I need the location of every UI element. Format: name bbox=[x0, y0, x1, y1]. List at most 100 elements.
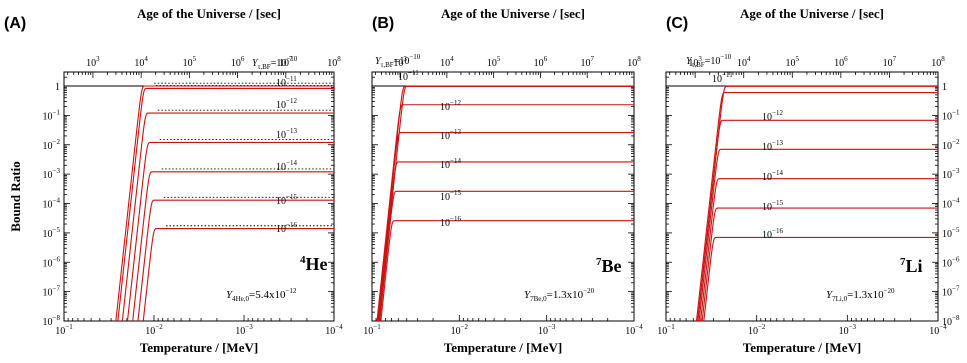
nucleus-label: 4He bbox=[300, 254, 328, 274]
series-label: 10−15 bbox=[762, 199, 783, 213]
x2-tick-label: 104 bbox=[440, 55, 454, 69]
series-line bbox=[697, 119, 938, 321]
series-line bbox=[377, 132, 634, 321]
series-line bbox=[115, 85, 334, 321]
series-label: 10−16 bbox=[276, 221, 297, 235]
x2-tick-label: 107 bbox=[580, 55, 594, 69]
series-line bbox=[142, 228, 334, 321]
x2-tick-label: 107 bbox=[279, 55, 293, 69]
x2-tick-label: 103 bbox=[393, 55, 407, 69]
x-tick-label: 10−3 bbox=[235, 323, 253, 337]
series-label: 10−16 bbox=[762, 227, 783, 241]
panel-letter: (B) bbox=[372, 15, 394, 32]
nucleus-label: 7Be bbox=[596, 256, 622, 276]
series-line bbox=[378, 161, 634, 321]
series-label: Yτ,BF=10−10 bbox=[252, 55, 298, 71]
x2-axis-title: Age of the Universe / [sec] bbox=[441, 6, 585, 21]
y2-tick-label: 10−5 bbox=[942, 226, 960, 240]
y2-tick-label: 10−6 bbox=[942, 255, 960, 269]
series-label: 10−13 bbox=[276, 127, 297, 141]
y-tick-label: 10−2 bbox=[43, 138, 61, 152]
series-label: 10−16 bbox=[440, 215, 461, 229]
series-line bbox=[132, 171, 334, 321]
series-line bbox=[378, 85, 634, 321]
series-label: Yτ,BF=10−10 bbox=[375, 53, 421, 69]
x-axis-title: Temperature / [MeV] bbox=[140, 340, 258, 355]
series-label: 10−15 bbox=[440, 189, 461, 203]
x-axis-title: Temperature / [MeV] bbox=[743, 340, 861, 355]
series-label: 10−11 bbox=[276, 75, 297, 89]
plot-frame bbox=[665, 71, 939, 322]
series-label: 10−14 bbox=[762, 169, 783, 183]
plot-frame bbox=[63, 71, 335, 322]
x2-axis-title: Age of the Universe / [sec] bbox=[137, 6, 281, 21]
series-label: 10−12 bbox=[762, 109, 783, 123]
x2-tick-label: 108 bbox=[627, 55, 641, 69]
x-tick-label: 10−3 bbox=[839, 323, 857, 337]
x-tick-label: 10−4 bbox=[325, 323, 343, 337]
x2-axis-title: Age of the Universe / [sec] bbox=[740, 6, 884, 21]
x-tick-label: 10−3 bbox=[538, 323, 556, 337]
x-tick-label: 10−4 bbox=[625, 323, 643, 337]
abundance-annotation: Y7Be,0=1.3x10−20 bbox=[524, 287, 595, 303]
x2-tick-label: 105 bbox=[487, 55, 501, 69]
x2-tick-label: 103 bbox=[688, 55, 702, 69]
series-line bbox=[701, 207, 938, 321]
plot-area bbox=[666, 85, 938, 321]
y2-tick-label: 10−8 bbox=[942, 314, 960, 328]
x2-tick-label: 108 bbox=[327, 55, 341, 69]
y-tick-label: 10−3 bbox=[43, 167, 61, 181]
y-tick-label: 10−7 bbox=[43, 285, 61, 299]
series-line bbox=[376, 104, 634, 321]
abundance-annotation: Y4He,0=5.4x10−12 bbox=[226, 287, 297, 303]
y-tick-label: 10−5 bbox=[43, 226, 61, 240]
series-line bbox=[126, 141, 334, 321]
y-tick-label: 10−6 bbox=[43, 255, 61, 269]
series-label: 10−12 bbox=[440, 99, 461, 113]
panel-letter: (C) bbox=[666, 15, 688, 32]
series-label: 10−12 bbox=[276, 97, 297, 111]
series-line bbox=[700, 178, 938, 321]
series-label: 10−13 bbox=[440, 128, 461, 142]
series-line bbox=[698, 148, 938, 321]
x2-tick-label: 108 bbox=[931, 55, 945, 69]
y-tick-label: 1 bbox=[55, 82, 60, 93]
x2-tick-label: 105 bbox=[183, 55, 197, 69]
plot-frame bbox=[371, 71, 635, 322]
y2-tick-label: 1 bbox=[942, 82, 947, 93]
series-label: 10−15 bbox=[276, 193, 297, 207]
x-tick-label: 10−1 bbox=[657, 323, 675, 337]
y-tick-label: 10−1 bbox=[43, 108, 61, 122]
x2-tick-label: 104 bbox=[737, 55, 751, 69]
y2-tick-label: 10−3 bbox=[942, 167, 960, 181]
abundance-annotation: Y7Li,0=1.3x10−20 bbox=[826, 287, 895, 303]
x-tick-label: 10−2 bbox=[145, 323, 163, 337]
y2-tick-label: 10−1 bbox=[942, 108, 960, 122]
x-axis-title: Temperature / [MeV] bbox=[444, 340, 562, 355]
y2-tick-label: 10−4 bbox=[942, 197, 960, 211]
x2-tick-label: 103 bbox=[86, 55, 100, 69]
series-line bbox=[376, 85, 634, 321]
nucleus-label: 7Li bbox=[900, 256, 923, 276]
series-label: Yτ,BF=10−10 bbox=[686, 53, 732, 69]
series-line bbox=[137, 199, 334, 321]
series-line bbox=[121, 112, 334, 321]
x2-tick-label: 106 bbox=[231, 55, 245, 69]
x2-tick-label: 105 bbox=[786, 55, 800, 69]
series-line bbox=[703, 236, 938, 321]
series-label: 10−11 bbox=[398, 69, 419, 83]
x-tick-label: 10−4 bbox=[929, 323, 947, 337]
x-tick-label: 10−2 bbox=[451, 323, 469, 337]
plot-area bbox=[64, 82, 334, 321]
series-line bbox=[697, 85, 938, 321]
series-line bbox=[379, 190, 634, 321]
series-label: 10−13 bbox=[762, 139, 783, 153]
series-line bbox=[380, 220, 634, 321]
panel-letter: (A) bbox=[4, 15, 26, 32]
y-axis-title: Bound Ratio bbox=[8, 161, 23, 231]
x-tick-label: 10−1 bbox=[55, 323, 73, 337]
series-line bbox=[117, 87, 334, 321]
